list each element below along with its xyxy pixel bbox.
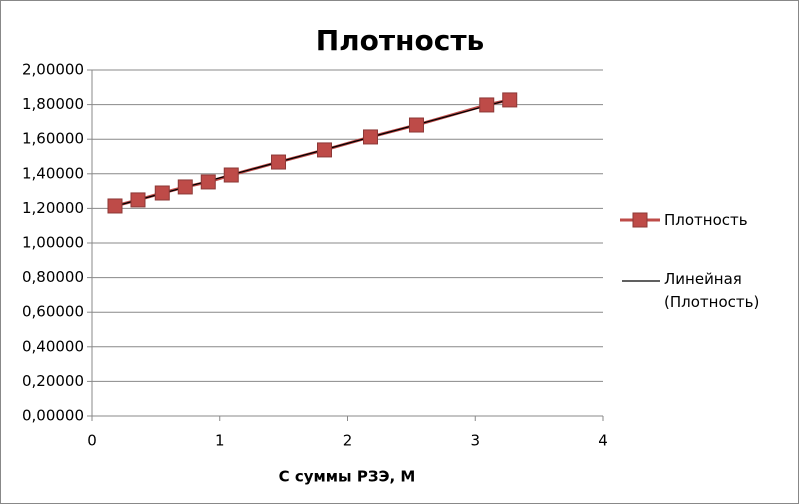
y-tick-label: 1,80000 xyxy=(22,95,84,113)
x-tick-label: 3 xyxy=(470,432,480,450)
marker xyxy=(362,129,378,145)
marker xyxy=(479,97,495,113)
marker xyxy=(502,92,518,108)
y-tick-label: 0,40000 xyxy=(22,337,84,355)
x-axis-label: С суммы РЗЭ, М xyxy=(279,468,416,486)
y-tick-label: 0,60000 xyxy=(22,303,84,321)
legend-label: Плотность xyxy=(664,211,748,229)
y-tick-label: 1,20000 xyxy=(22,199,84,217)
marker xyxy=(107,198,123,214)
y-tick-label: 0,00000 xyxy=(22,407,84,425)
legend-label: Линейная (Плотность) xyxy=(664,270,760,311)
x-tick-label: 4 xyxy=(598,432,608,450)
marker xyxy=(154,185,170,201)
x-tick-label: 1 xyxy=(215,432,225,450)
legend-marker xyxy=(632,212,648,228)
marker xyxy=(177,179,193,195)
y-tick-label: 1,60000 xyxy=(22,130,84,148)
marker xyxy=(200,174,216,190)
x-tick-label: 2 xyxy=(343,432,353,450)
marker xyxy=(130,192,146,208)
y-tick-label: 1,00000 xyxy=(22,234,84,252)
marker xyxy=(223,167,239,183)
marker xyxy=(317,142,333,158)
x-tick-label: 0 xyxy=(87,432,97,450)
y-tick-label: 0,20000 xyxy=(22,372,84,390)
marker xyxy=(271,154,287,170)
y-tick-label: 2,00000 xyxy=(22,61,84,79)
y-tick-label: 1,40000 xyxy=(22,164,84,182)
y-tick-label: 0,80000 xyxy=(22,268,84,286)
chart-title: Плотность xyxy=(316,24,485,57)
marker xyxy=(408,117,424,133)
